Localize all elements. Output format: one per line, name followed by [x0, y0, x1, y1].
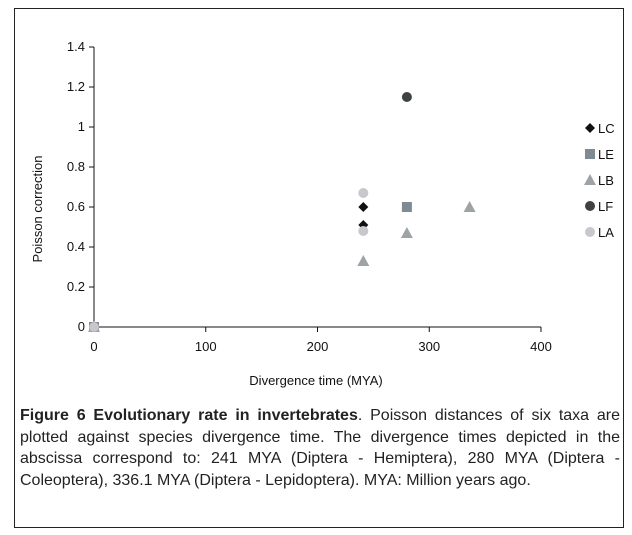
- legend-label-lb: LB: [598, 173, 614, 188]
- y-tick-label: 1.2: [67, 79, 85, 94]
- y-tick-label: 0: [78, 319, 85, 334]
- x-axis-label: Divergence time (MYA): [249, 373, 382, 388]
- y-tick-label: 0.8: [67, 159, 85, 174]
- data-point-lc: [358, 202, 369, 212]
- y-tick-label: 1: [78, 119, 85, 134]
- data-point-lf: [401, 92, 412, 102]
- legend-label-le: LE: [598, 147, 614, 162]
- y-tick-label: 0.2: [67, 279, 85, 294]
- legend-label-lf: LF: [598, 199, 613, 214]
- chart-axes: 0 0.2 0.4 0.6 0.8 1 1.2 1.4 0 100 200 300 400: [67, 39, 552, 354]
- x-tick-label: 300: [418, 339, 440, 354]
- chart-marks: [88, 92, 476, 332]
- caption-text: . Poisson distances of six taxa are plot…: [20, 407, 620, 489]
- legend-label-lc: LC: [598, 121, 615, 136]
- y-tick-label: 1.4: [67, 39, 85, 54]
- figure-frame: [14, 8, 624, 528]
- x-tick-label: 400: [530, 339, 552, 354]
- legend-marker-lf: [585, 201, 595, 211]
- y-tick-label: 0.6: [67, 199, 85, 214]
- y-tick-label: 0.4: [67, 239, 85, 254]
- legend-label-la: LA: [598, 225, 614, 240]
- legend-marker-lb: [584, 174, 596, 185]
- data-point-la: [89, 322, 99, 332]
- data-point-lb: [463, 201, 476, 212]
- legend-marker-lc: [585, 123, 595, 133]
- x-tick-label: 100: [195, 339, 217, 354]
- x-tick-label: 0: [90, 339, 97, 354]
- data-point-la: [358, 188, 369, 198]
- data-point-la: [358, 226, 369, 236]
- y-axis-label: Poisson correction: [30, 156, 45, 263]
- figure-caption: Figure 6 Evolutionary rate in invertebra…: [20, 405, 620, 491]
- scatter-chart: 0 0.2 0.4 0.6 0.8 1 1.2 1.4 0 100 200 300 400 LC LE LB…: [30, 39, 615, 388]
- data-point-lb: [400, 227, 413, 238]
- data-point-le: [401, 202, 412, 212]
- data-point-lb: [357, 255, 370, 266]
- x-tick-label: 200: [307, 339, 329, 354]
- legend-marker-la: [585, 227, 595, 237]
- caption-title: Figure 6 Evolutionary rate in invertebra…: [20, 407, 358, 424]
- chart-legend: LC LE LB LF LA: [584, 121, 615, 240]
- legend-marker-le: [585, 149, 595, 159]
